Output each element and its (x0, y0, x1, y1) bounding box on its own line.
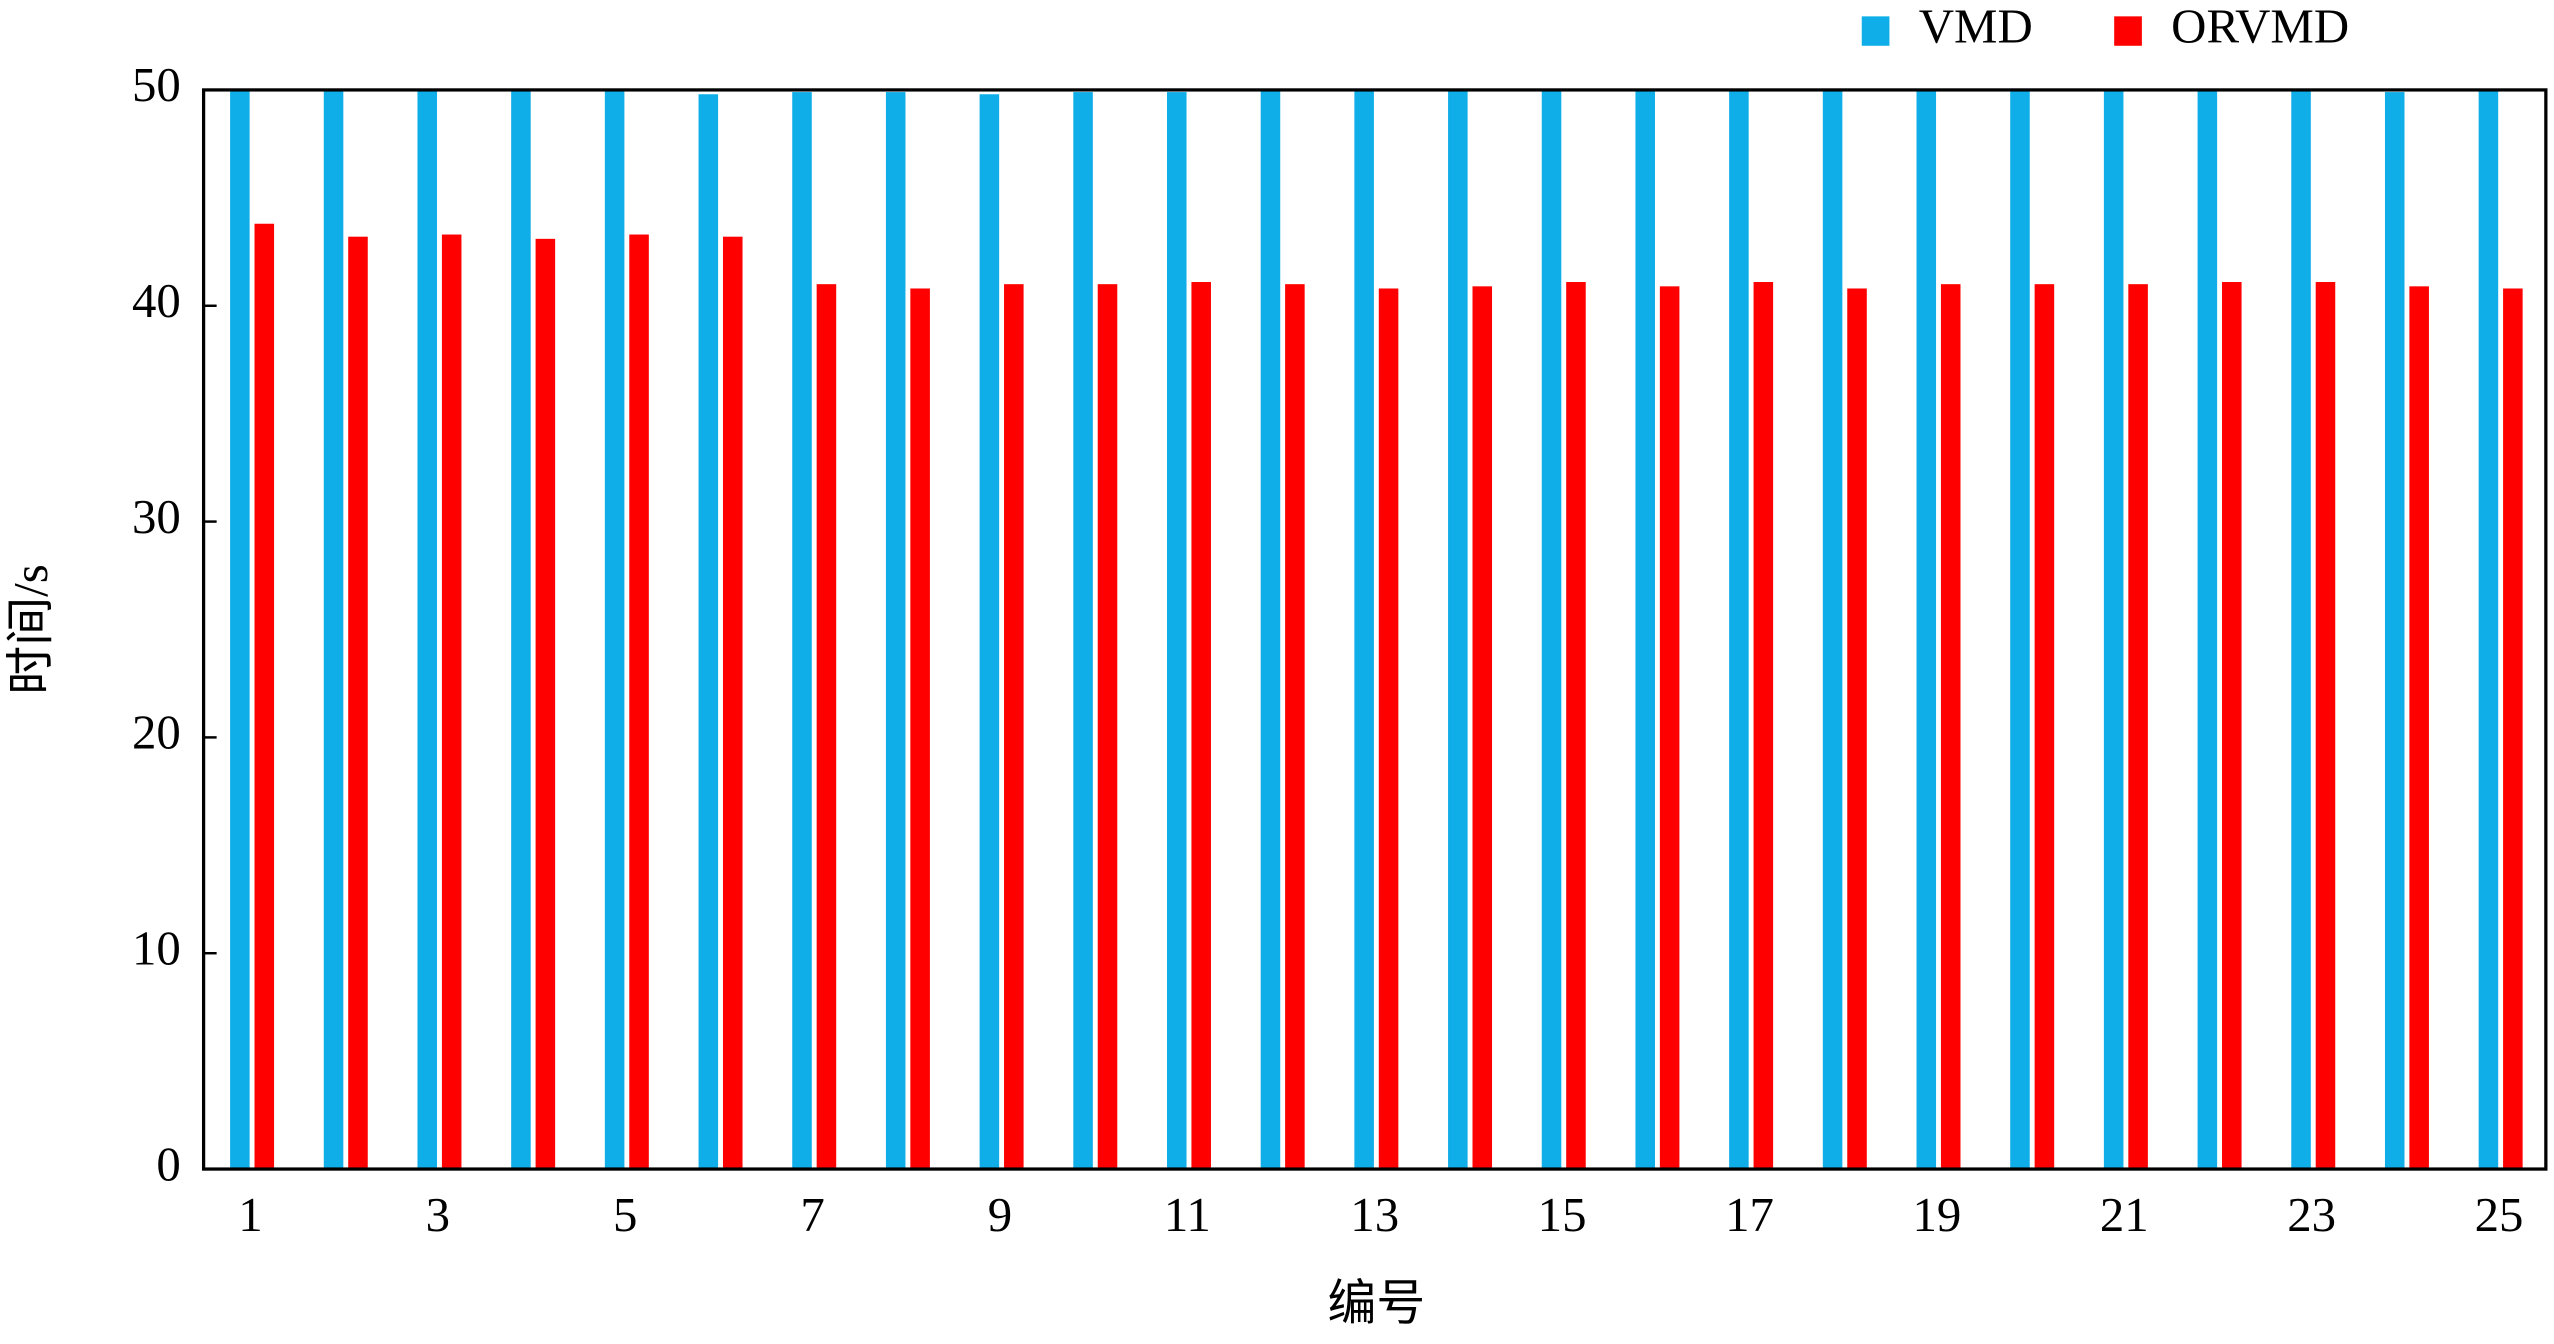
bar (1659, 286, 1680, 1170)
bar (1753, 282, 1774, 1170)
y-tick-label: 40 (132, 273, 181, 328)
bar (417, 89, 438, 1170)
bar (2409, 286, 2429, 1170)
bar (2034, 284, 2055, 1170)
bar (1635, 89, 1655, 1170)
bar (1004, 284, 1024, 1170)
y-tick-label: 20 (132, 705, 181, 760)
bar (1472, 286, 1493, 1170)
bar (2315, 282, 2336, 1170)
x-tick-label: 9 (988, 1187, 1012, 1242)
x-tick-label: 11 (1164, 1187, 1211, 1242)
x-tick-label: 19 (1912, 1187, 1961, 1242)
bar (2478, 89, 2499, 1170)
bar (629, 234, 649, 1170)
bar (979, 94, 1000, 1170)
bar (1166, 92, 1187, 1170)
bar (2222, 282, 2242, 1170)
bar (2128, 284, 2148, 1170)
legend-swatch (2114, 16, 2142, 46)
bar (1847, 288, 1867, 1170)
bar (2384, 92, 2405, 1170)
y-tick-label: 10 (132, 920, 181, 975)
bar (1566, 282, 1586, 1170)
bar (722, 236, 743, 1170)
bar (1916, 89, 1937, 1170)
x-tick-label: 17 (1725, 1187, 1774, 1242)
y-tick-label: 50 (132, 57, 181, 112)
x-tick-label: 1 (238, 1187, 262, 1242)
bar (2197, 89, 2218, 1170)
bar (2010, 89, 2030, 1170)
bar (885, 92, 906, 1170)
x-tick-label: 13 (1350, 1187, 1399, 1242)
x-tick-label: 7 (800, 1187, 824, 1242)
legend-label: VMD (1919, 0, 2033, 53)
bar (2291, 89, 2311, 1170)
x-tick-label: 21 (2100, 1187, 2149, 1242)
bar (1285, 284, 1305, 1170)
bar (910, 288, 930, 1170)
bar (2103, 89, 2124, 1170)
bar (792, 92, 812, 1170)
x-tick-label: 15 (1538, 1187, 1587, 1242)
legend-swatch (1861, 16, 1890, 46)
plot-frame (201, 88, 2548, 1171)
bar (1541, 89, 1562, 1170)
bar (1073, 92, 1093, 1170)
bar (348, 236, 368, 1170)
bar (1097, 284, 1118, 1170)
bar (1822, 89, 1843, 1170)
bar (604, 89, 625, 1170)
x-tick-label: 5 (613, 1187, 637, 1242)
bar (2503, 288, 2523, 1170)
bar (1378, 288, 1399, 1170)
bar (535, 238, 556, 1170)
bar (1260, 89, 1281, 1170)
bar (254, 223, 275, 1170)
y-tick-label: 0 (156, 1136, 180, 1191)
bar (1729, 89, 1749, 1170)
bar (441, 234, 462, 1170)
x-tick-label: 25 (2475, 1187, 2524, 1242)
bar (1354, 89, 1374, 1170)
y-axis-label: 时间/s (3, 564, 58, 695)
bar (816, 284, 837, 1170)
x-tick-label: 3 (426, 1187, 450, 1242)
y-tick-label: 30 (132, 489, 181, 544)
bar (511, 89, 531, 1170)
bar (1940, 284, 1961, 1170)
legend-label: ORVMD (2171, 0, 2349, 53)
x-tick-label: 23 (2287, 1187, 2336, 1242)
bar (323, 89, 344, 1170)
bar (230, 89, 250, 1170)
bar (698, 94, 719, 1170)
bar (1191, 282, 1211, 1170)
bar (1448, 89, 1468, 1170)
x-axis-label: 编号 (1328, 1275, 1426, 1330)
